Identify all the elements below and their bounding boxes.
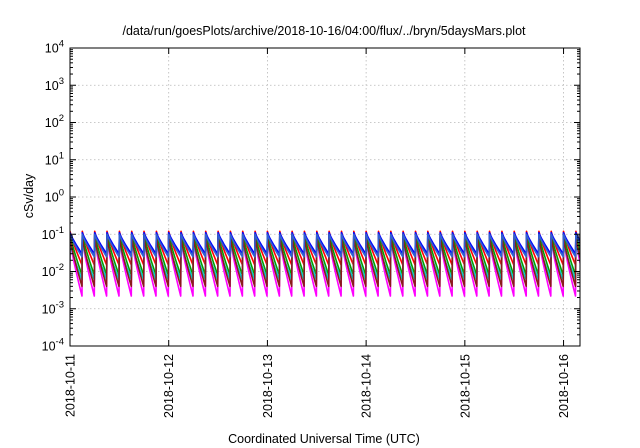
- y-tick-label: 102: [45, 113, 64, 130]
- series-line-2: [70, 233, 580, 276]
- x-tick-label: 2018-10-15: [458, 354, 472, 418]
- y-axis-label: cSv/day: [22, 173, 36, 218]
- series-line-7: [70, 233, 580, 258]
- x-axis-label: Coordinated Universal Time (UTC): [228, 432, 420, 446]
- x-tick-label: 2018-10-14: [360, 354, 374, 418]
- series-line-1: [70, 230, 580, 266]
- y-tick-label: 10-3: [42, 299, 64, 316]
- y-tick-label: 10-1: [42, 225, 64, 242]
- series-line-6: [70, 237, 580, 288]
- y-tick-label: 100: [45, 188, 64, 205]
- grid-lines: [70, 48, 580, 346]
- series-line-3: [70, 231, 580, 255]
- y-tick-label: 10-4: [42, 337, 64, 354]
- series-line-4: [70, 239, 580, 297]
- x-tick-labels: 2018-10-11 2018-10-12 2018-10-13 2018-10-14…: [64, 354, 572, 418]
- series-lines: [70, 230, 580, 297]
- x-tick-label: 2018-10-11: [64, 354, 78, 417]
- x-tick-label: 2018-10-12: [162, 354, 176, 418]
- y-tick-label: 104: [45, 39, 64, 56]
- y-tick-label: 103: [45, 76, 64, 93]
- y-tick-labels: 104 103 102 101 100 10-1 10-2 10-3 10-4: [42, 39, 64, 354]
- axis-ticks: [69, 47, 580, 347]
- chart-title: /data/run/goesPlots/archive/2018-10-16/0…: [122, 24, 526, 38]
- y-tick-label: 101: [45, 150, 64, 167]
- x-tick-label: 2018-10-13: [261, 354, 275, 418]
- x-tick-label: 2018-10-16: [557, 354, 571, 418]
- y-tick-label: 10-2: [42, 262, 64, 279]
